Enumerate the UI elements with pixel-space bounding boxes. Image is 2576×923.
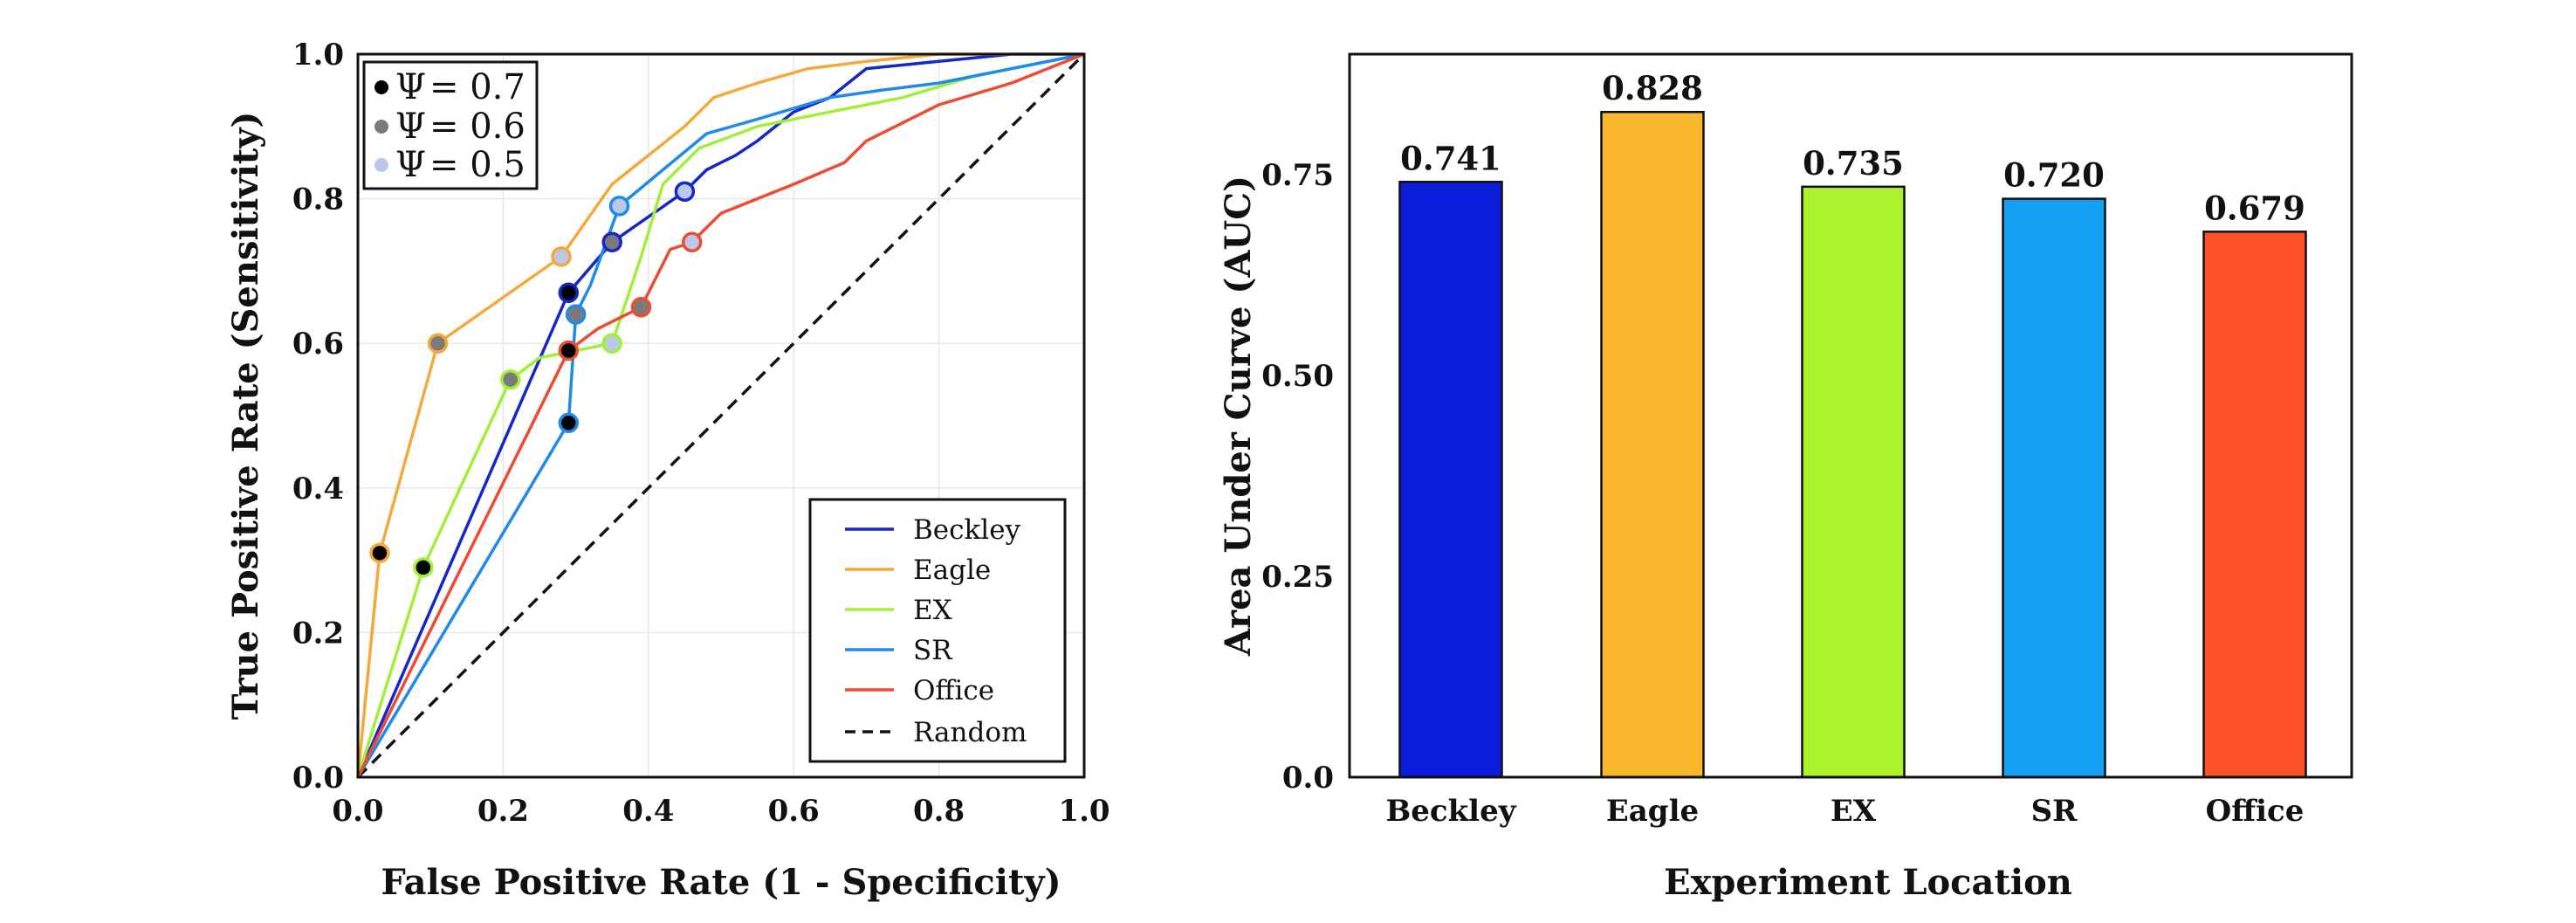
legend-label-eagle: Eagle <box>913 554 991 586</box>
roc-line-beckley <box>356 52 1084 778</box>
psi-legend-label-0.5: = 0.5 <box>429 145 526 185</box>
legend-label-random: Random <box>913 717 1027 748</box>
auc-x-tick-beckley: Beckley <box>1386 794 1517 829</box>
roc-y-ticks: 0.0 0.2 0.4 0.6 0.8 1.0 <box>292 38 344 796</box>
roc-marker-ring <box>608 196 630 217</box>
auc-bar-sr <box>2002 197 2106 779</box>
roc-marker-beckley-psi-0.6 <box>601 231 622 253</box>
roc-marker-ring <box>551 246 572 267</box>
roc-x-ticks: 0.0 0.2 0.4 0.6 0.8 1.0 <box>332 794 1109 829</box>
auc-y-tick-0.25: 0.25 <box>1261 560 1334 595</box>
roc-y-tick-0.4: 0.4 <box>292 472 344 506</box>
roc-marker-office-psi-0.6 <box>630 297 652 318</box>
roc-marker-ring <box>413 557 434 578</box>
roc-marker-office-psi-0.7 <box>558 340 580 362</box>
roc-marker-ex-psi-0.6 <box>499 369 521 390</box>
auc-x-tick-sr: SR <box>2031 794 2078 829</box>
roc-y-tick-0.2: 0.2 <box>292 616 344 651</box>
roc-marker-beckley-psi-0.5 <box>674 181 696 203</box>
legend-label-office: Office <box>913 675 994 706</box>
roc-x-tick-0.8: 0.8 <box>913 794 965 829</box>
auc-value-label-sr: 0.720 <box>2003 156 2105 195</box>
psi-legend-box <box>362 60 539 190</box>
psi-legend-dot-0.7 <box>374 80 388 94</box>
auc-y-ticks: 0.0 0.25 0.50 0.75 <box>1261 158 1334 796</box>
auc-bar-chart: 0.741 0.828 0.735 0.720 0.679 0.0 0.25 0.50 0.7… <box>1218 52 2353 903</box>
roc-marker-ring <box>601 231 622 253</box>
roc-y-tick-1.0: 1.0 <box>292 38 344 72</box>
roc-x-tick-1.0: 1.0 <box>1058 794 1109 829</box>
auc-x-tick-eagle: Eagle <box>1606 794 1699 829</box>
roc-marker-sr-psi-0.5 <box>608 196 630 217</box>
roc-line-office <box>356 52 1085 778</box>
roc-marker-ring <box>601 333 622 354</box>
auc-plot-frame <box>1348 52 2353 779</box>
psi-legend-symbol-0.6: Ψ <box>395 107 426 147</box>
roc-marker-ex-psi-0.7 <box>413 557 434 578</box>
roc-marker-beckley-psi-0.7 <box>558 282 580 303</box>
auc-y-tick-0.0: 0.0 <box>1282 761 1334 796</box>
auc-value-label-ex: 0.735 <box>1803 144 1904 183</box>
auc-value-label-eagle: 0.828 <box>1602 69 1703 107</box>
roc-marker-ring <box>558 412 580 434</box>
roc-marker-eagle-psi-0.5 <box>551 246 572 267</box>
auc-value-label-beckley: 0.741 <box>1400 139 1501 177</box>
roc-marker-ex-psi-0.5 <box>601 333 622 354</box>
roc-y-tick-0.0: 0.0 <box>292 761 344 796</box>
legend-label-ex: EX <box>913 595 952 626</box>
psi-legend-label-0.7: = 0.7 <box>429 67 526 107</box>
psi-legend-dot-0.5 <box>374 158 388 172</box>
roc-marker-sr-psi-0.7 <box>558 412 580 434</box>
roc-marker-ring <box>674 181 696 203</box>
roc-marker-ring <box>499 369 521 390</box>
roc-y-tick-0.8: 0.8 <box>292 183 344 217</box>
roc-x-tick-0.6: 0.6 <box>768 794 820 829</box>
roc-x-tick-0.4: 0.4 <box>622 794 674 829</box>
auc-bars: 0.741 0.828 0.735 0.720 0.679 <box>1398 69 2307 779</box>
roc-y-tick-0.6: 0.6 <box>292 327 344 362</box>
psi-legend-label-0.6: = 0.6 <box>429 107 526 147</box>
roc-marker-office-psi-0.5 <box>681 231 703 253</box>
legend-label-sr: SR <box>913 635 953 666</box>
auc-bar-beckley <box>1398 181 1503 779</box>
psi-legend: Ψ = 0.7 Ψ = 0.6 Ψ = 0.5 <box>362 60 539 190</box>
roc-random-line <box>356 52 1086 779</box>
auc-x-tick-ex: EX <box>1831 794 1877 829</box>
psi-legend-symbol-0.5: Ψ <box>395 145 426 185</box>
roc-x-axis-label: False Positive Rate (1 - Specificity) <box>381 862 1061 903</box>
roc-marker-ring <box>369 542 390 564</box>
auc-bar-ex <box>1801 185 1906 779</box>
roc-marker-ring <box>565 304 587 325</box>
series-legend-box <box>808 498 1067 763</box>
auc-y-tick-0.75: 0.75 <box>1261 158 1334 193</box>
roc-y-axis-label: True Positive Rate (Sensitivity) <box>225 112 266 720</box>
auc-bar-office <box>2202 231 2307 779</box>
roc-marker-ring <box>558 282 580 303</box>
auc-y-axis-label: Area Under Curve (AUC) <box>1218 176 1259 657</box>
roc-marker-ring <box>558 340 580 362</box>
auc-bar-eagle <box>1600 110 1705 779</box>
auc-y-tick-0.50: 0.50 <box>1261 359 1334 394</box>
roc-threshold-markers <box>369 181 703 578</box>
roc-marker-ring <box>427 333 449 354</box>
psi-legend-symbol-0.7: Ψ <box>395 67 426 107</box>
series-legend: Beckley Eagle EX SR Office Random <box>808 498 1067 763</box>
roc-x-tick-0.0: 0.0 <box>332 794 383 829</box>
auc-x-axis-label: Experiment Location <box>1664 862 2072 903</box>
roc-x-tick-0.2: 0.2 <box>477 794 529 829</box>
auc-value-label-office: 0.679 <box>2204 189 2305 227</box>
roc-marker-sr-psi-0.6 <box>565 304 587 325</box>
roc-marker-eagle-psi-0.7 <box>369 542 390 564</box>
roc-marker-eagle-psi-0.6 <box>427 333 449 354</box>
roc-plot-frame <box>356 52 1086 779</box>
legend-label-beckley: Beckley <box>913 514 1021 546</box>
roc-chart: 0.0 0.2 0.4 0.6 0.8 1.0 0.0 0.2 0.4 0.6 0.8 1.0 Fa… <box>225 38 1110 903</box>
roc-marker-ring <box>681 231 703 253</box>
auc-x-tick-office: Office <box>2206 794 2305 829</box>
roc-marker-ring <box>630 297 652 318</box>
auc-x-ticks: Beckley Eagle EX SR Office <box>1386 794 2305 829</box>
psi-legend-dot-0.6 <box>374 120 388 134</box>
